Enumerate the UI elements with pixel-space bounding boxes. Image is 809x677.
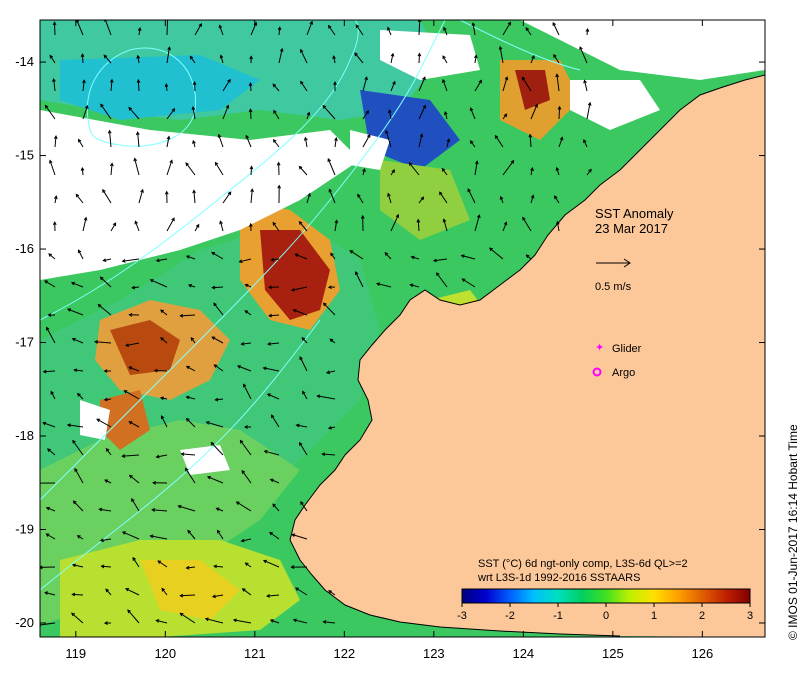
lat-tick-label: -15: [15, 148, 34, 163]
lat-tick-label: -17: [15, 335, 34, 350]
lon-tick-label: 120: [154, 646, 176, 661]
credit-text: © IMOS 01-Jun-2017 16:14 Hobart Time: [786, 424, 800, 640]
colorbar-tick-label: 0: [603, 610, 609, 622]
lon-tick-label: 119: [65, 646, 86, 661]
lat-tick-label: -18: [15, 428, 34, 443]
velocity-arrow-head: [37, 482, 40, 485]
lon-tick-label: 121: [244, 646, 266, 661]
velocity-arrow-head: [166, 17, 169, 20]
lon-tick-label: 122: [333, 646, 355, 661]
velocity-arrow: [155, 371, 167, 372]
lon-tick-label: 125: [602, 646, 624, 661]
lat-tick-label: -16: [15, 241, 34, 256]
lat-tick-label: -19: [15, 521, 34, 536]
lon-tick-label: 124: [512, 646, 534, 661]
velocity-arrow: [559, 107, 560, 119]
colorbar-tick-label: -1: [553, 610, 563, 622]
map-title-line1: SST Anomaly: [595, 206, 674, 221]
glider-label: Glider: [612, 343, 642, 355]
argo-label: Argo: [612, 367, 635, 379]
lat-tick-label: -14: [15, 54, 34, 69]
velocity-scale-label: 0.5 m/s: [595, 281, 632, 293]
colorbar-tick-label: 1: [651, 610, 657, 622]
colorbar-tick-label: -2: [505, 610, 515, 622]
lon-tick-label: 123: [423, 646, 445, 661]
colorbar-tick-label: 2: [699, 610, 705, 622]
colorbar-tick-label: 3: [747, 610, 753, 622]
colorbar-caption-line1: SST (°C) 6d ngt-only comp, L3S-6d QL>=2: [478, 558, 688, 570]
colorbar-caption-line2: wrt L3S-1d 1992-2016 SSTAARS: [477, 572, 640, 584]
glider-marker-icon: ✦: [595, 342, 604, 354]
plot-area: [37, 17, 765, 637]
colorbar-ramp: [462, 589, 750, 603]
velocity-arrow: [55, 22, 56, 35]
map-title-line2: 23 Mar 2017: [595, 221, 668, 236]
colorbar-tick-label: -3: [457, 610, 467, 622]
lat-tick-label: -20: [15, 615, 34, 630]
lon-tick-label: 126: [691, 646, 713, 661]
